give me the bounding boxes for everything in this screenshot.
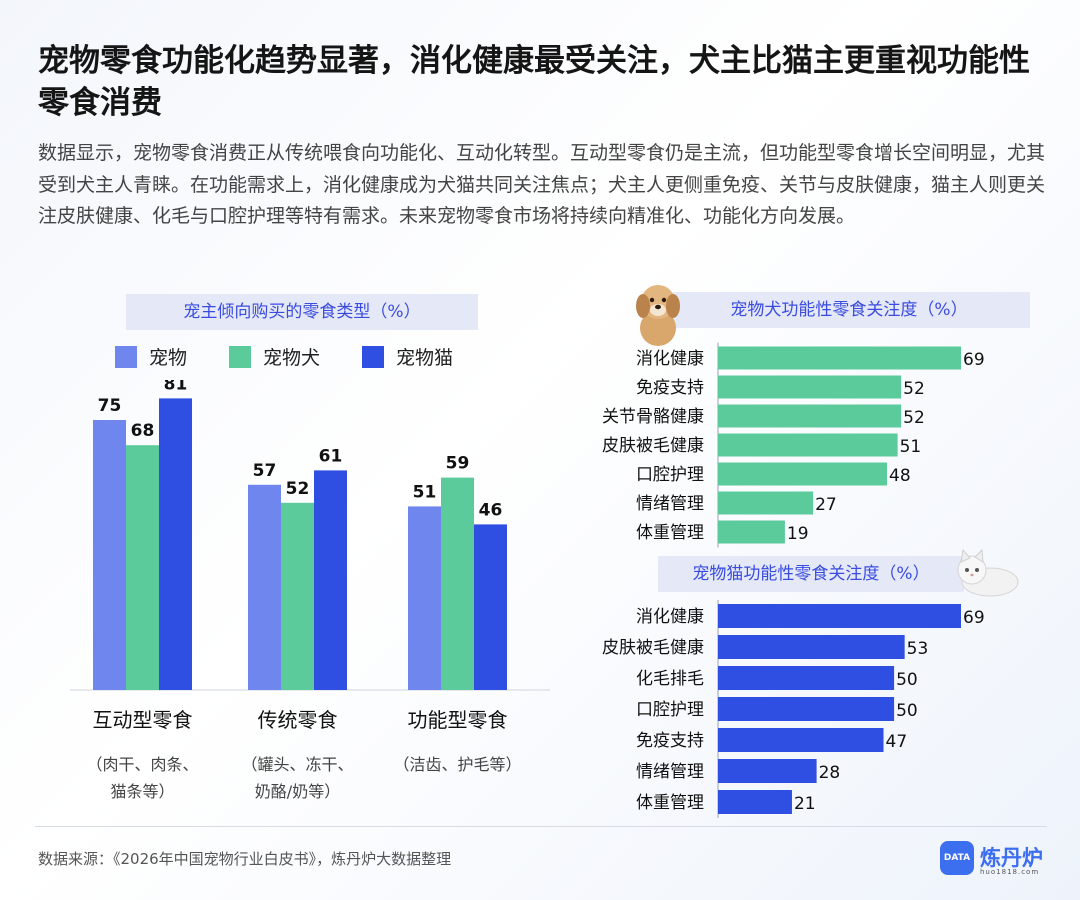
- bar-category-label: 口腔护理: [636, 700, 704, 720]
- hbar-4: [718, 728, 884, 752]
- chart-title-snack-type: 宠主倾向购买的零食类型（%）: [126, 294, 478, 330]
- bar-category-label: 免疫支持: [636, 378, 704, 398]
- bar-value-label: 59: [446, 454, 470, 474]
- hbar-value-label: 52: [903, 379, 925, 399]
- dog-function-bar-chart: 消化健康 69 免疫支持 52 关节骨骼健康 52 皮肤被毛健康 51 口腔护理 48 情绪管理 27…: [602, 342, 985, 548]
- bar-value-label: 46: [479, 500, 503, 520]
- bar-category-label: 消化健康: [636, 349, 704, 369]
- bar-2-2: [474, 524, 507, 690]
- bar-category-label: 皮肤被毛健康: [602, 638, 704, 658]
- hbar-1: [718, 635, 905, 659]
- bar-category-label: 情绪管理: [636, 494, 704, 514]
- hbar-value-label: 51: [900, 437, 922, 457]
- bar-0-0: [93, 420, 126, 690]
- bar-value-label: 51: [413, 482, 437, 502]
- legend-label-cat: 宠物猫: [396, 347, 454, 369]
- hbar-5: [718, 491, 814, 515]
- brand-logo: DATA 炼丹炉 huo1818.com: [940, 838, 1052, 878]
- logo-name: 炼丹炉: [980, 846, 1043, 870]
- dog-illustration-icon: [636, 285, 680, 346]
- category-label: 互动型零食: [93, 708, 193, 732]
- bar-category-label: 口腔护理: [636, 465, 704, 485]
- category-note: 奶酪/奶等）: [255, 782, 340, 801]
- hbar-value-label: 50: [896, 670, 918, 690]
- bar-0-1: [126, 445, 159, 690]
- hbar-5: [718, 759, 817, 783]
- hbar-2: [718, 404, 902, 428]
- footer-divider: [35, 826, 1047, 827]
- bar-value-label: 57: [253, 461, 277, 481]
- legend-swatch-cat: [362, 345, 385, 368]
- legend-item-cat: 宠物猫: [362, 343, 453, 370]
- page-title: 宠物零食功能化趋势显著，消化健康最受关注，犬主比猫主更重视功能性零食消费: [38, 43, 1030, 121]
- logo-url: huo1818.com: [980, 868, 1040, 876]
- hbar-1: [718, 375, 902, 399]
- bar-category-label: 体重管理: [636, 523, 704, 543]
- bar-value-label: 61: [319, 446, 343, 466]
- hbar-2: [718, 666, 895, 690]
- chart-title-dog-function: 宠物犬功能性零食关注度（%）: [668, 292, 1030, 328]
- bar-2-0: [408, 506, 441, 690]
- bar-2-1: [441, 477, 474, 690]
- hbar-value-label: 53: [907, 639, 929, 659]
- hbar-value-label: 52: [903, 408, 925, 428]
- chart-title-cat-function: 宠物猫功能性零食关注度（%）: [658, 556, 964, 592]
- hbar-0: [718, 346, 961, 370]
- legend-item-dog: 宠物犬: [229, 343, 320, 370]
- bar-value-label: 52: [286, 479, 310, 499]
- hbar-value-label: 19: [787, 524, 809, 544]
- cat-function-bar-chart: 消化健康 69 皮肤被毛健康 53 化毛排毛 50 口腔护理 50 免疫支持 47 情绪管理 28 体重…: [602, 600, 985, 818]
- hbar-value-label: 69: [963, 608, 985, 628]
- hbar-0: [718, 604, 961, 628]
- bar-value-label: 81: [164, 380, 188, 394]
- category-note: 猫条等）: [110, 782, 174, 801]
- hbar-6: [718, 520, 785, 544]
- cat-illustration-icon: [957, 548, 1019, 597]
- snack-type-bar-chart: 75 68 81 互动型零食 （肉干、肉条、猫条等） 57 52 61 传统零食 （罐头、冻干、奶…: [70, 380, 550, 801]
- legend: 宠物 宠物犬 宠物猫: [115, 343, 495, 370]
- hbar-value-label: 47: [886, 732, 908, 752]
- category-label: 功能型零食: [408, 708, 508, 732]
- hbar-value-label: 27: [815, 495, 837, 515]
- category-label: 传统零食: [258, 708, 338, 732]
- category-note: （洁齿、护毛等）: [393, 755, 521, 774]
- bar-category-label: 免疫支持: [636, 731, 704, 751]
- data-source: 数据来源：《2026年中国宠物行业白皮书》，炼丹炉大数据整理: [38, 850, 452, 868]
- bar-1-2: [314, 470, 347, 690]
- bar-category-label: 情绪管理: [636, 762, 704, 782]
- bar-0-2: [159, 398, 192, 690]
- category-note: （肉干、肉条、: [86, 755, 198, 774]
- hbar-value-label: 50: [896, 701, 918, 721]
- bar-category-label: 消化健康: [636, 607, 704, 627]
- hbar-value-label: 48: [889, 466, 911, 486]
- bar-category-label: 关节骨骼健康: [602, 407, 704, 427]
- bar-value-label: 68: [131, 421, 155, 441]
- hbar-value-label: 21: [794, 794, 816, 814]
- bar-category-label: 体重管理: [636, 793, 704, 813]
- bar-value-label: 75: [98, 396, 122, 416]
- hbar-3: [718, 697, 895, 721]
- legend-label-pet: 宠物: [149, 347, 188, 369]
- bar-1-0: [248, 484, 281, 690]
- hbar-4: [718, 462, 888, 486]
- hbar-6: [718, 790, 792, 814]
- legend-label-dog: 宠物犬: [263, 347, 321, 369]
- hbar-value-label: 69: [963, 350, 985, 370]
- intro-paragraph: 数据显示，宠物零食消费正从传统喂食向功能化、互动化转型。互动型零食仍是主流，但功…: [38, 142, 1046, 227]
- legend-item-pet: 宠物: [115, 343, 187, 370]
- bar-1-1: [281, 502, 314, 690]
- hbar-3: [718, 433, 898, 457]
- logo-icon: DATA: [940, 841, 974, 875]
- bar-category-label: 化毛排毛: [636, 669, 704, 689]
- legend-swatch-dog: [229, 345, 252, 368]
- bar-category-label: 皮肤被毛健康: [602, 436, 704, 456]
- category-note: （罐头、冻干、: [241, 755, 353, 774]
- legend-swatch-pet: [115, 345, 137, 368]
- hbar-value-label: 28: [819, 763, 841, 783]
